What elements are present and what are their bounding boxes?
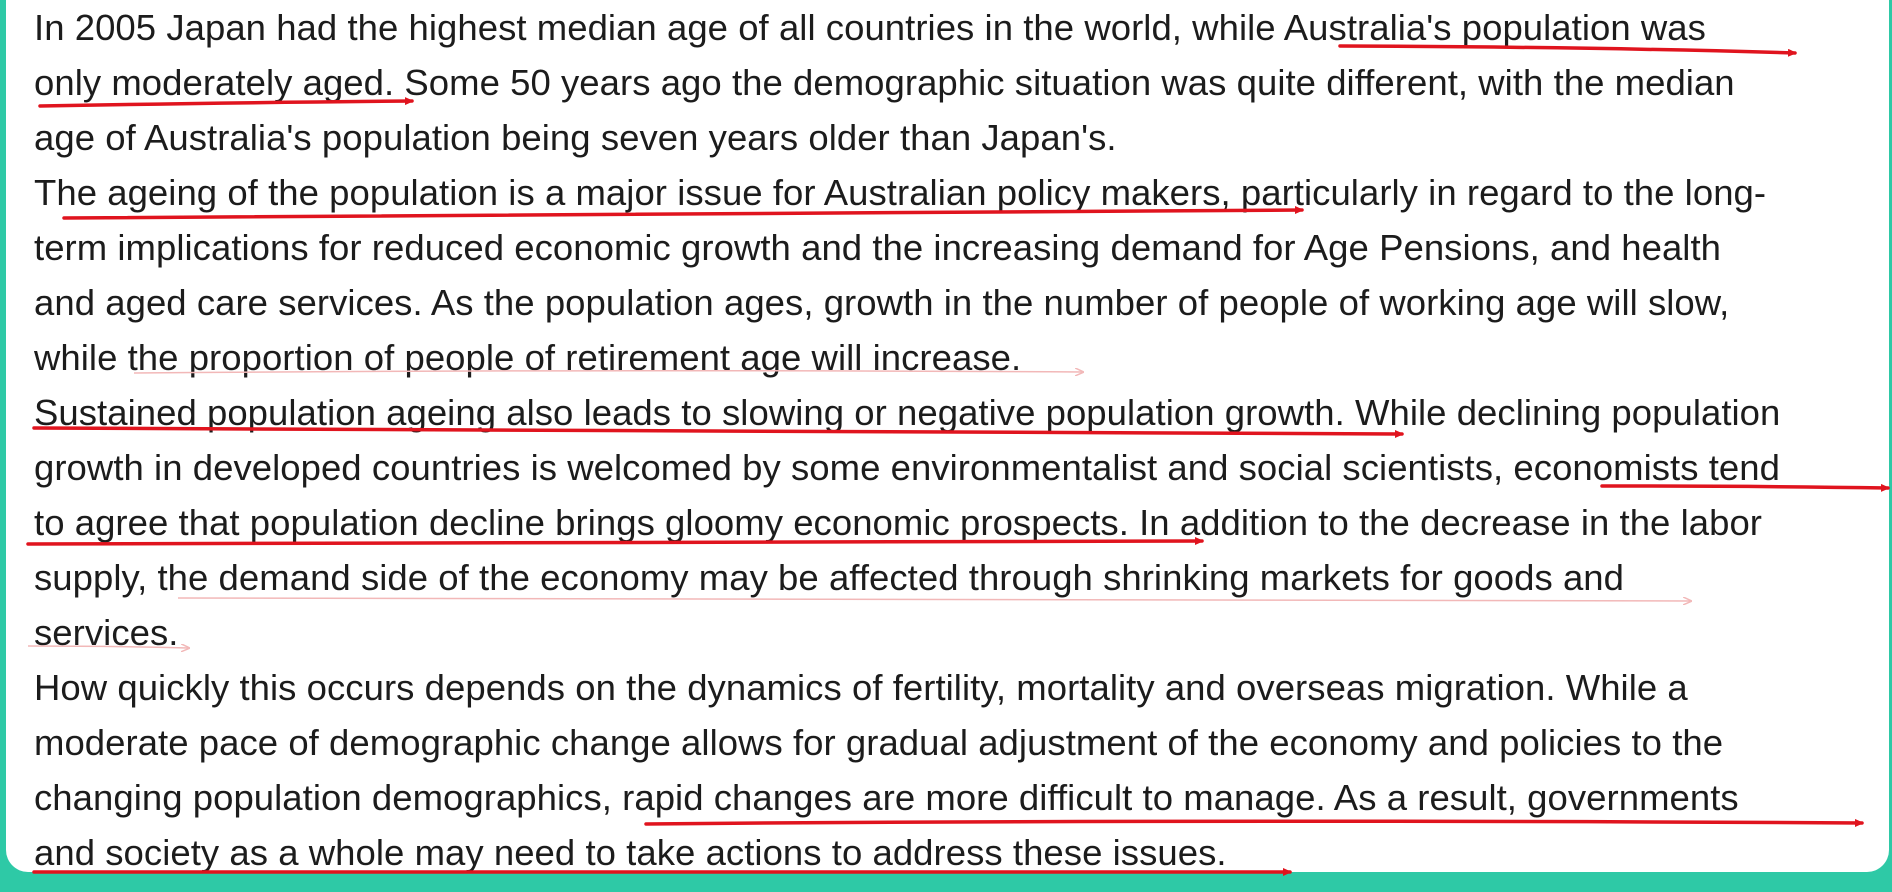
text-line-4: The ageing of the population is a major … (34, 172, 1767, 213)
text-line-1: In 2005 Japan had the highest median age… (34, 7, 1706, 48)
text-line-3: age of Australia's population being seve… (34, 117, 1117, 158)
text-line-11: supply, the demand side of the economy m… (34, 557, 1625, 598)
text-line-15: changing population demographics, rapid … (34, 777, 1739, 818)
text-line-2: only moderately aged. Some 50 years ago … (34, 62, 1735, 103)
text-line-14: moderate pace of demographic change allo… (34, 722, 1724, 763)
text-line-9: growth in developed countries is welcome… (34, 447, 1780, 488)
text-line-5: term implications for reduced economic g… (34, 227, 1721, 268)
text-line-12: services. (34, 612, 179, 653)
text-line-7: while the proportion of people of retire… (34, 337, 1022, 378)
article-text: In 2005 Japan had the highest median age… (34, 0, 1884, 880)
text-line-6: and aged care services. As the populatio… (34, 282, 1730, 323)
text-line-16: and society as a whole may need to take … (34, 832, 1227, 873)
document-panel (6, 0, 1889, 872)
text-line-13: How quickly this occurs depends on the d… (34, 667, 1688, 708)
text-line-8: Sustained population ageing also leads t… (34, 392, 1781, 433)
text-line-10: to agree that population decline brings … (34, 502, 1763, 543)
